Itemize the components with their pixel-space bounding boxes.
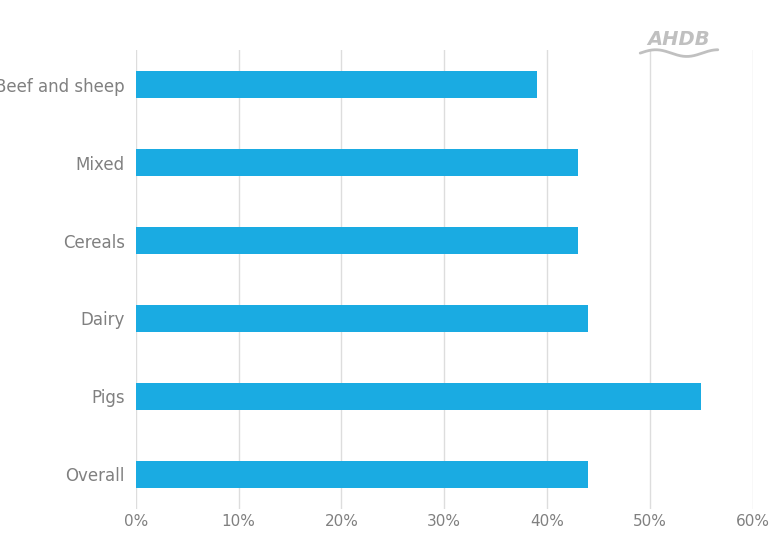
Bar	[136, 305, 588, 332]
Text: AHDB: AHDB	[648, 30, 710, 49]
Bar	[136, 149, 578, 176]
Bar	[136, 461, 588, 488]
Bar	[136, 383, 702, 410]
Bar	[136, 71, 537, 98]
Bar	[136, 227, 578, 254]
